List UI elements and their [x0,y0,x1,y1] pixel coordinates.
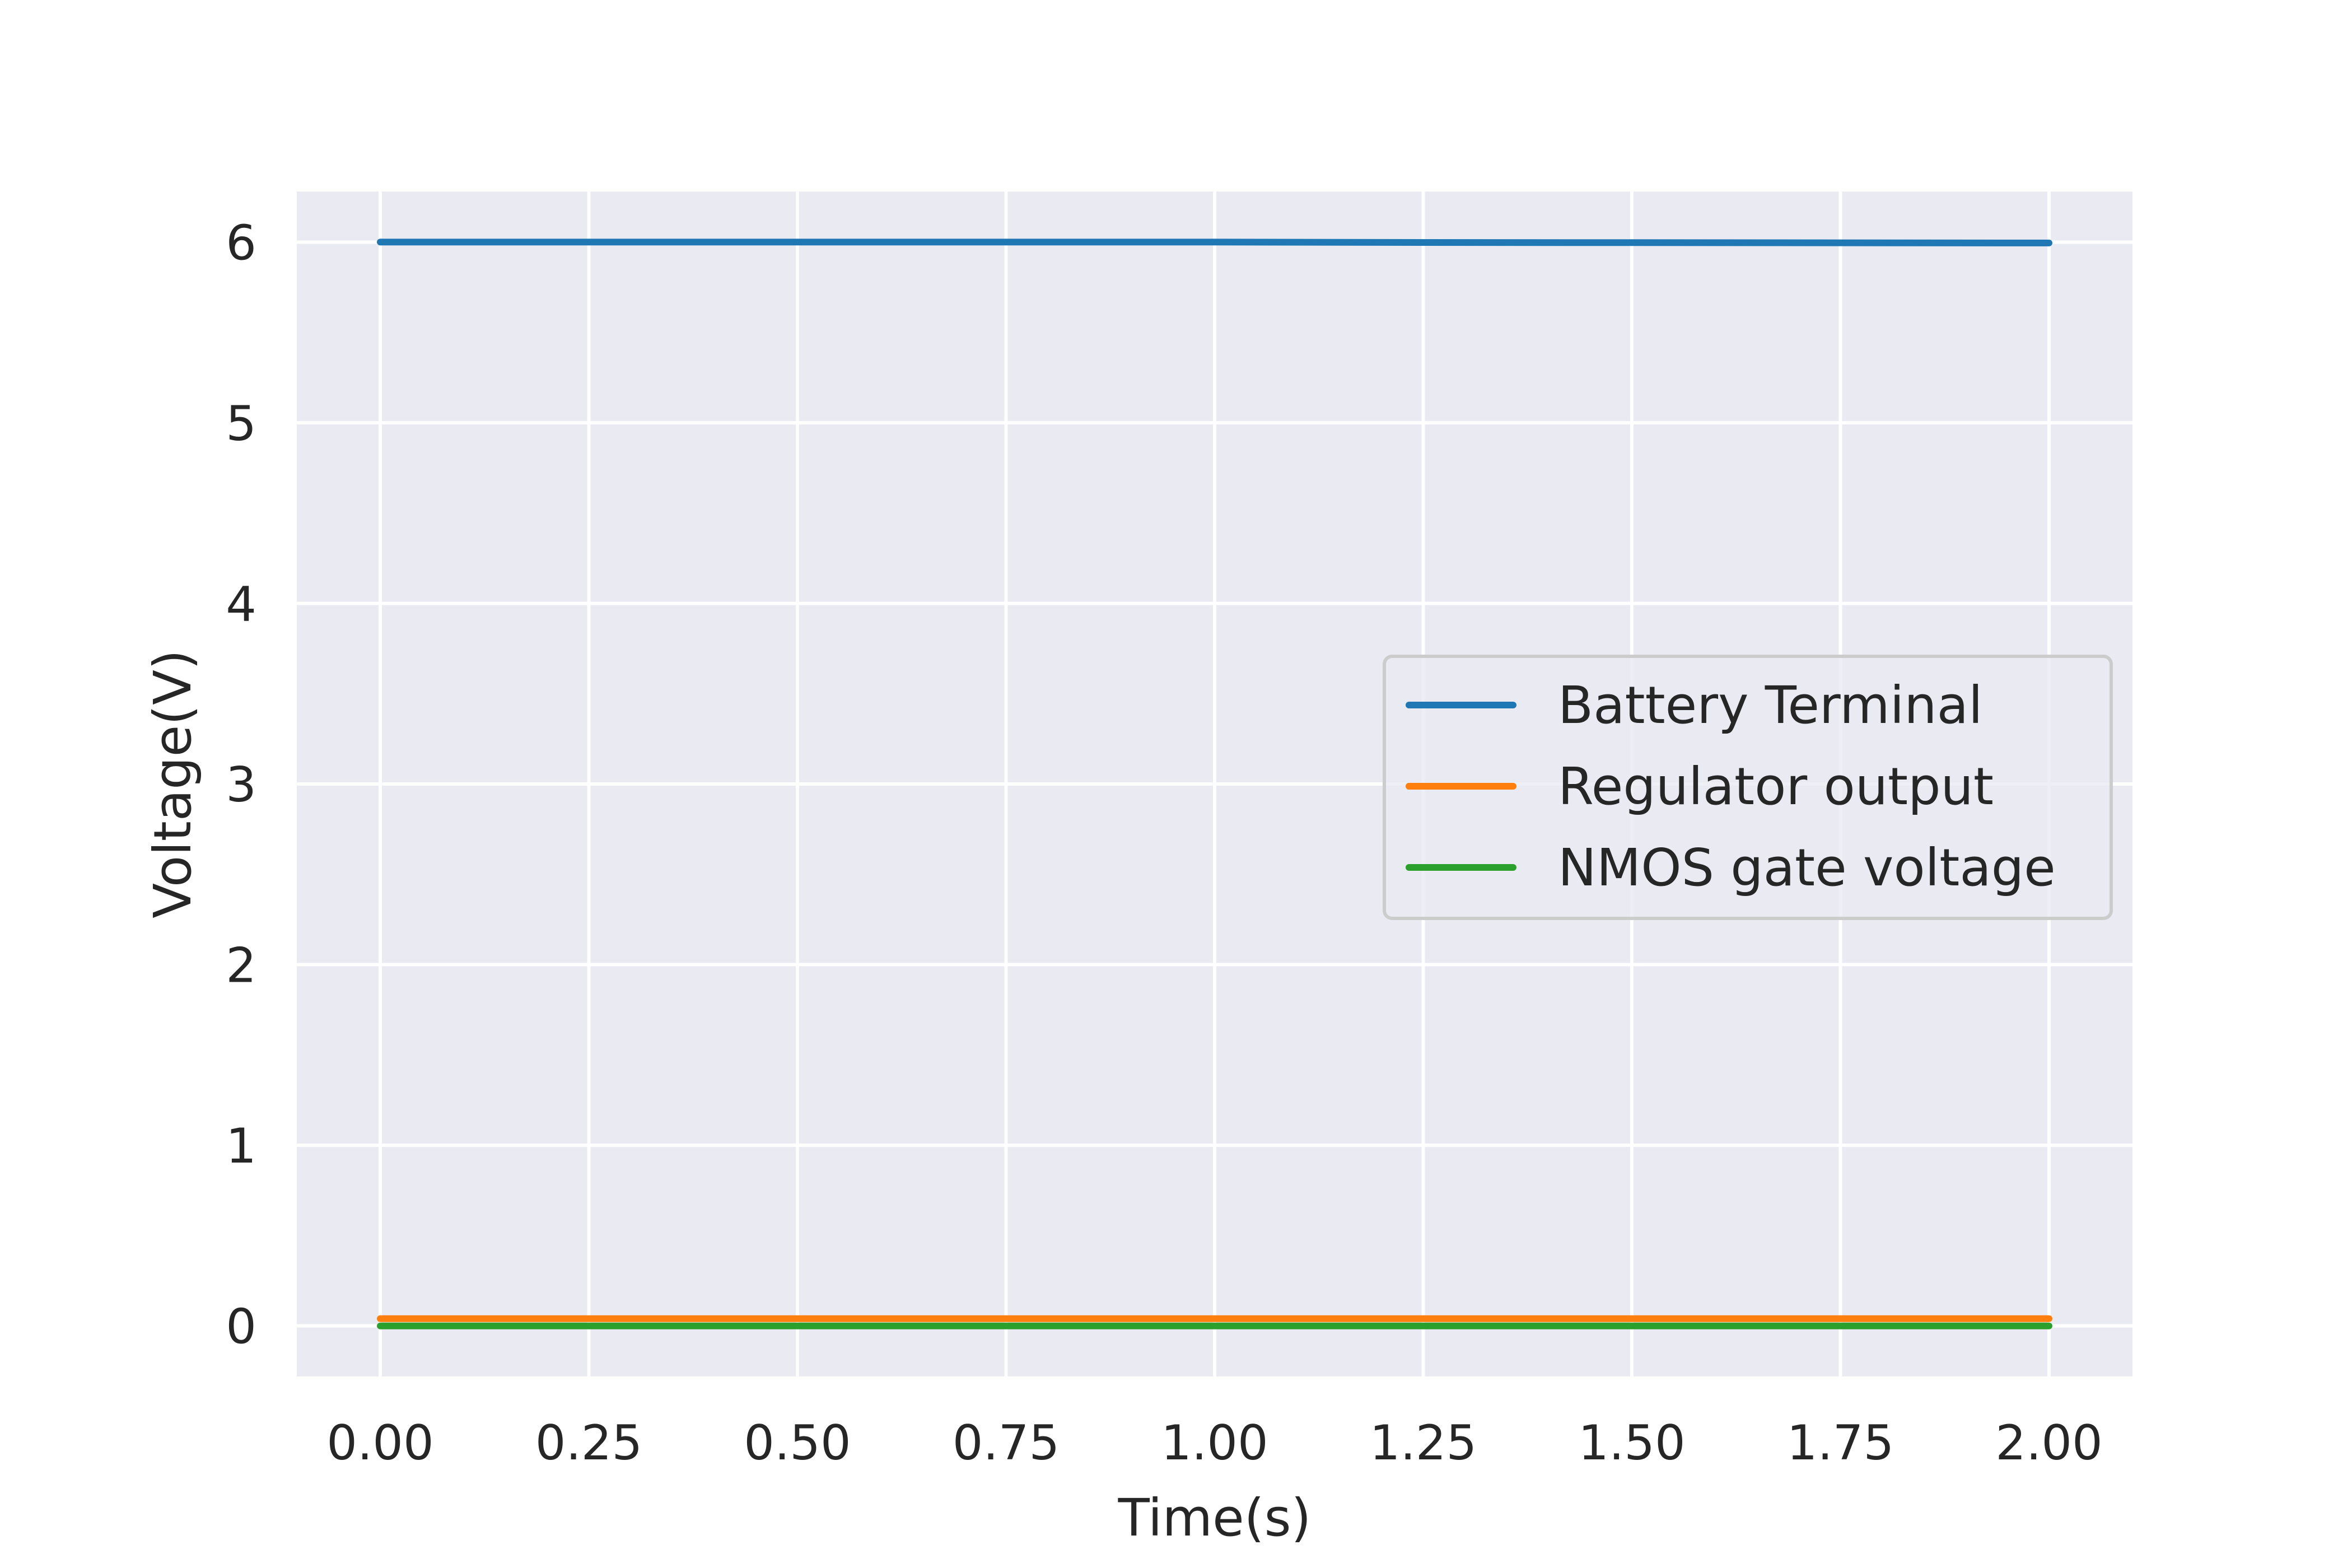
x-tick-label: 0.75 [953,1415,1060,1471]
y-tick-label: 0 [226,1299,256,1355]
legend-label-0: Battery Terminal [1558,675,1983,735]
y-tick-label: 4 [226,576,256,632]
x-tick-label: 1.00 [1161,1415,1268,1471]
x-tick-label: 0.25 [535,1415,642,1471]
y-tick-label: 5 [226,396,256,452]
y-tick-label: 3 [226,757,256,813]
y-axis-ticks: 0 1 2 3 4 5 6 [226,215,256,1355]
legend-label-1: Regulator output [1558,757,1994,816]
y-tick-label: 6 [226,215,256,271]
x-tick-label: 1.75 [1787,1415,1894,1471]
legend-box [1383,655,2113,920]
legend: Battery Terminal Regulator output NMOS gat… [1383,655,2113,920]
y-tick-label: 2 [226,938,256,994]
x-tick-label: 0.50 [744,1415,851,1471]
x-tick-label: 1.50 [1578,1415,1685,1471]
y-tick-label: 1 [226,1118,256,1174]
legend-label-2: NMOS gate voltage [1558,838,2056,898]
x-tick-label: 0.00 [326,1415,433,1471]
x-axis-ticks: 0.00 0.25 0.50 0.75 1.00 1.25 1.50 1.75 2.00 [326,1415,2102,1471]
y-axis-label: Voltage(V) [143,650,203,918]
series-line-0 [377,239,2052,246]
x-tick-label: 2.00 [1995,1415,2102,1471]
series-layer [377,239,2052,1329]
x-tick-label: 1.25 [1370,1415,1477,1471]
x-axis-label: Time(s) [1118,1488,1312,1548]
